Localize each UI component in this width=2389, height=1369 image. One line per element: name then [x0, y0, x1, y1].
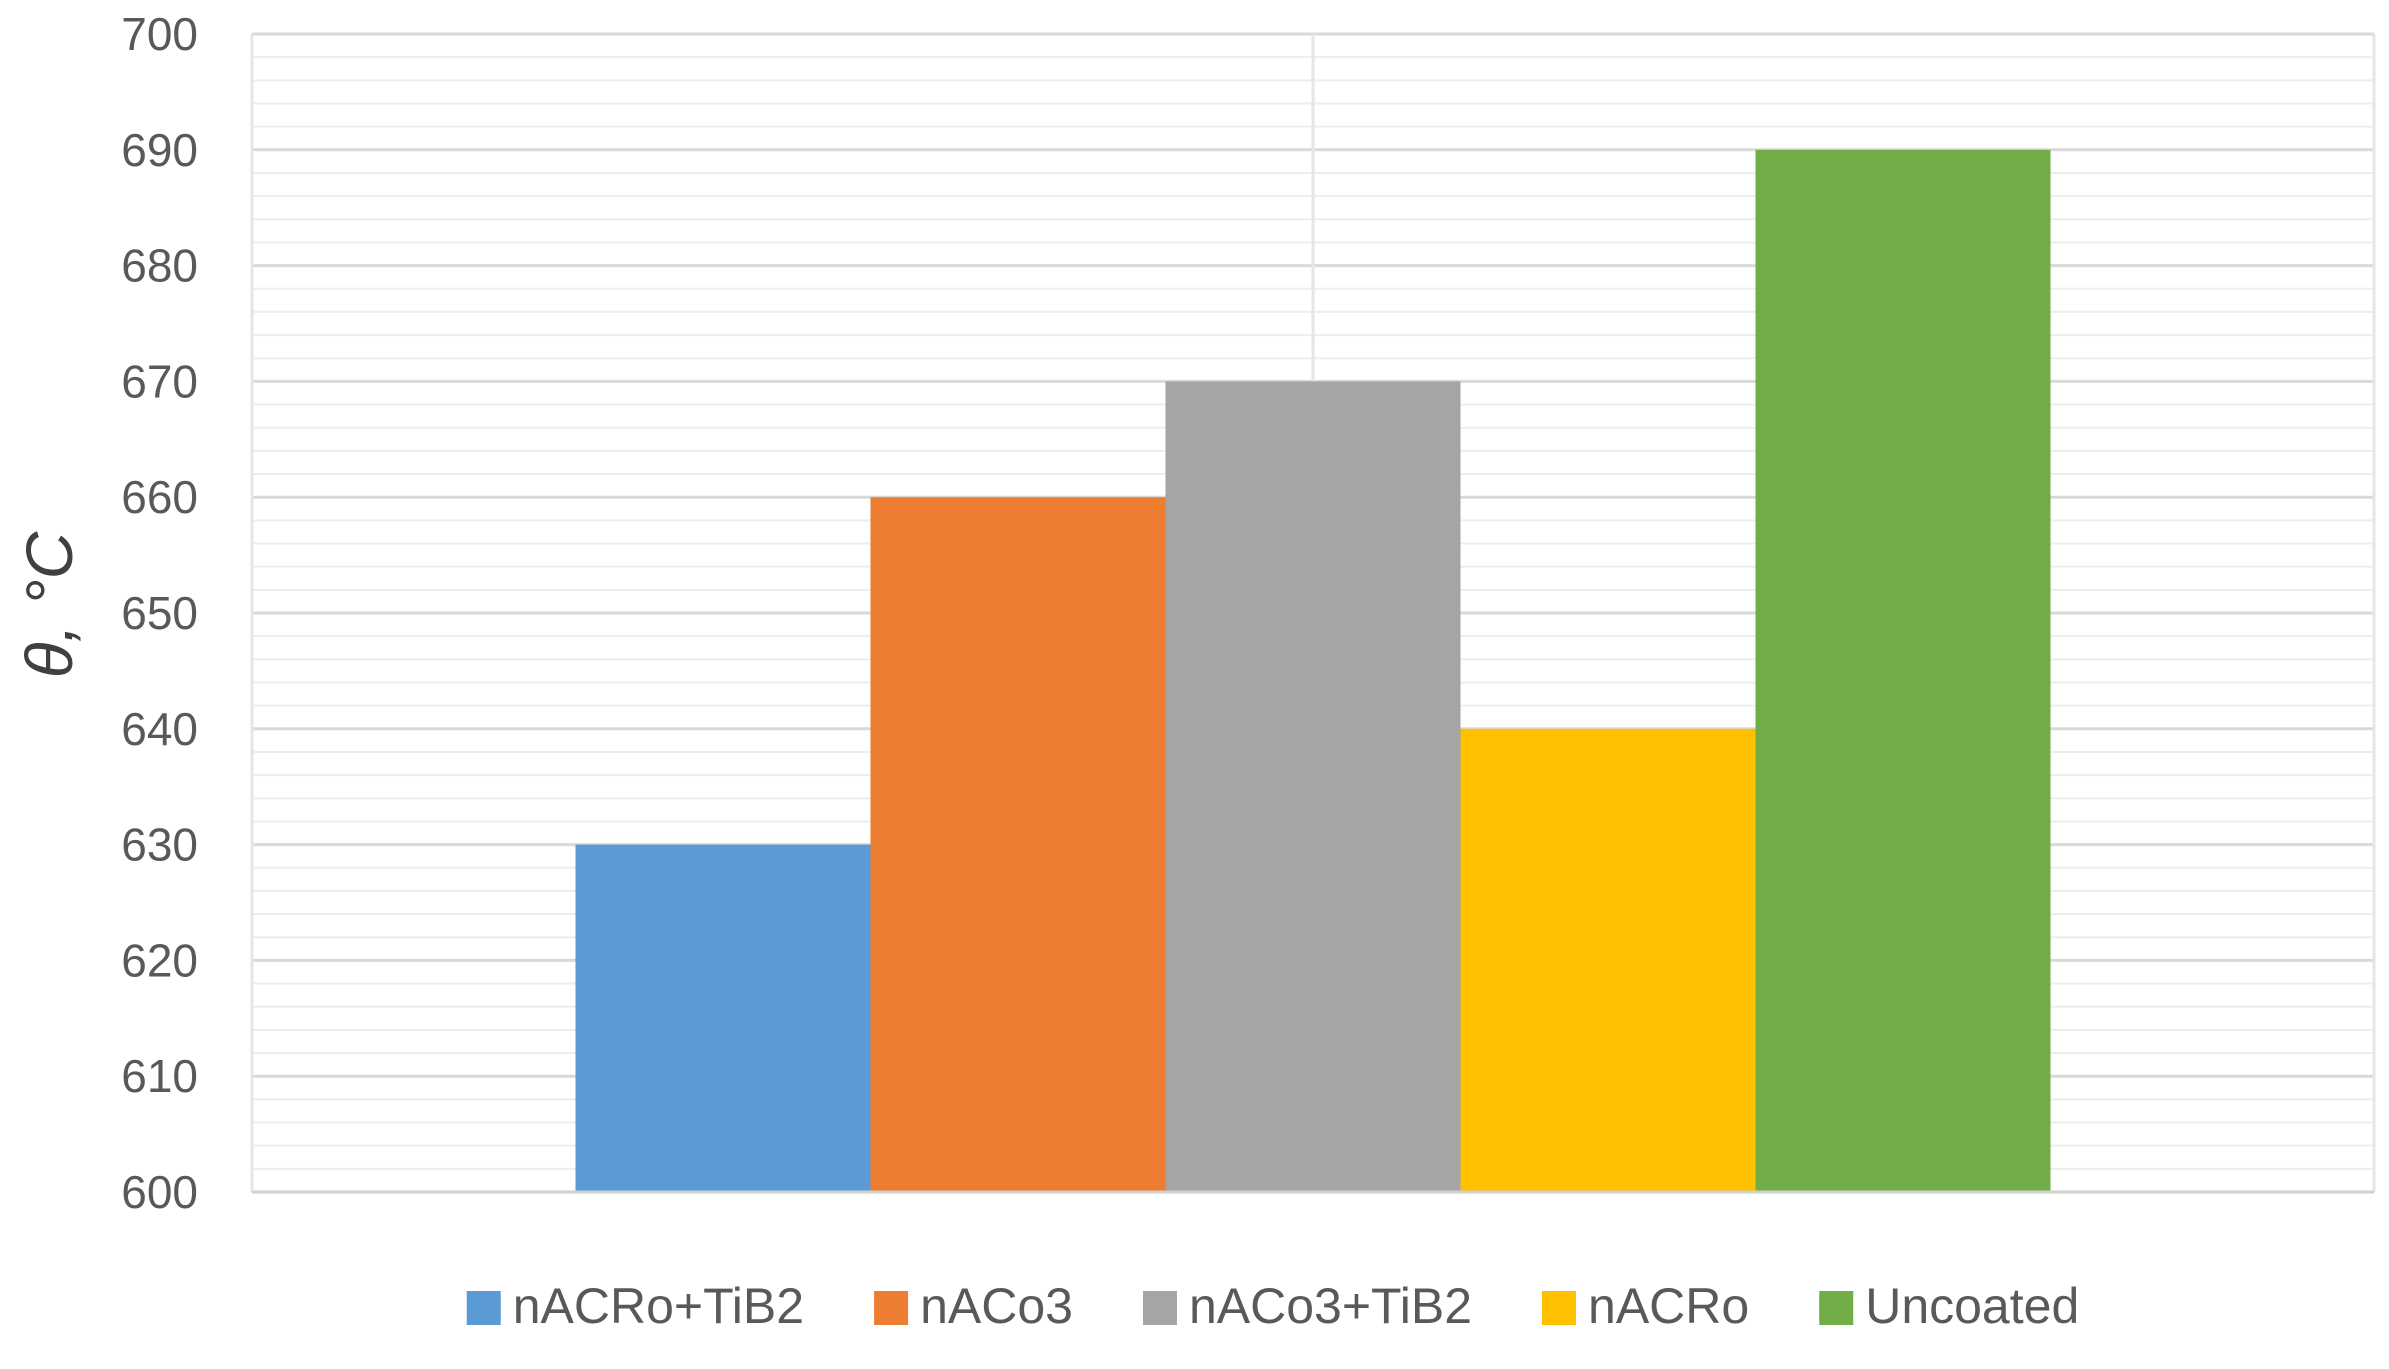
- y-tick-label: 700: [121, 8, 198, 60]
- y-tick-label: 610: [121, 1050, 198, 1102]
- legend-label: nACRo+TiB2: [513, 1278, 804, 1334]
- legend-item: nACRo+TiB2: [466, 1278, 804, 1334]
- bar-nacro: [1460, 728, 1756, 1192]
- legend: nACRo+TiB2 nACo3 nACo3+TiB2 nACRo Uncoated: [466, 1278, 2079, 1334]
- y-tick-label: 680: [121, 240, 198, 292]
- legend-label: nACRo: [1588, 1278, 1749, 1334]
- legend-swatch: [1819, 1291, 1854, 1325]
- y-tick-label: 690: [121, 124, 198, 176]
- legend-swatch: [1142, 1291, 1177, 1325]
- y-tick-label: 600: [121, 1166, 198, 1218]
- legend-item: nACo3+TiB2: [1142, 1278, 1472, 1334]
- legend-item: Uncoated: [1819, 1278, 2079, 1334]
- y-tick-label: 670: [121, 355, 198, 407]
- legend-item: nACo3: [874, 1278, 1073, 1334]
- bar-nacro-tib2: [575, 844, 871, 1192]
- legend-swatch: [874, 1291, 909, 1325]
- y-tick-labels: 600 610 620 630 640 650 660 670 680 690 700: [121, 8, 198, 1218]
- y-tick-label: 650: [121, 587, 198, 639]
- y-tick-label: 630: [121, 819, 198, 871]
- legend-item: nACRo: [1542, 1278, 1749, 1334]
- legend-label: Uncoated: [1865, 1278, 2079, 1334]
- y-tick-label: 620: [121, 934, 198, 986]
- y-tick-label: 640: [121, 703, 198, 755]
- legend-label: nACo3+TiB2: [1189, 1278, 1472, 1334]
- y-axis-label: θ, °C: [12, 530, 86, 678]
- bar-naco3-tib2: [1165, 381, 1461, 1192]
- legend-label: nACo3: [920, 1278, 1073, 1334]
- bar-naco3: [870, 497, 1166, 1192]
- legend-swatch: [1542, 1291, 1577, 1325]
- bar-uncoated: [1755, 149, 2051, 1192]
- bars: [575, 149, 2051, 1192]
- legend-swatch: [466, 1291, 501, 1325]
- y-tick-label: 660: [121, 471, 198, 523]
